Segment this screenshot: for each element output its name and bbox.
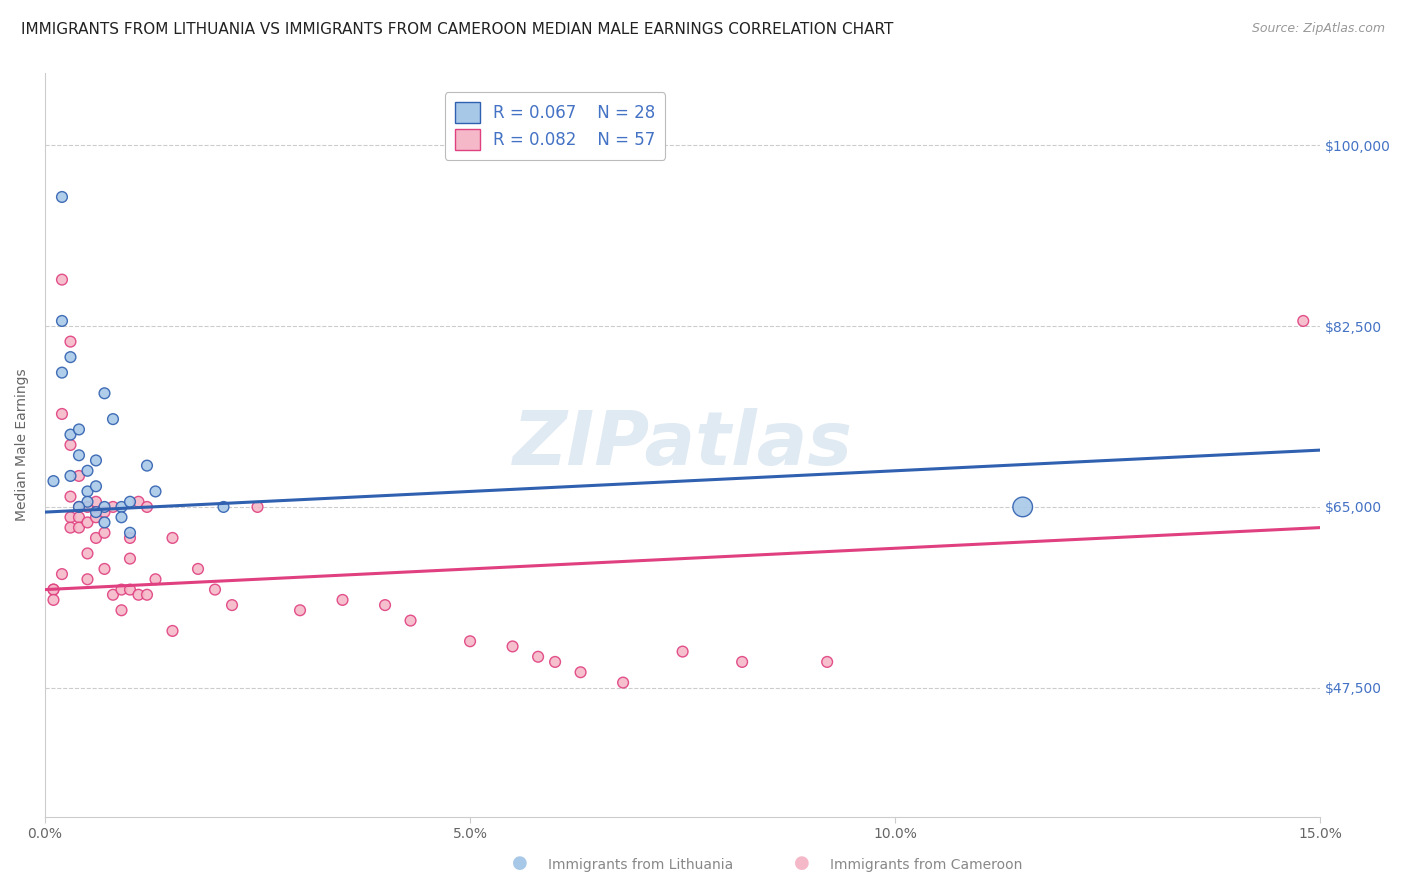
Point (612, 675, 634, 690)
Text: ●: ● (793, 855, 810, 872)
Point (42, 582, 65, 597)
Point (136, 458, 159, 473)
Point (118, 531, 141, 545)
Point (93, 516, 115, 530)
Point (67, 469, 90, 483)
Point (221, 598, 243, 612)
Point (93, 505, 115, 519)
Point (51, 407, 73, 421)
Point (51, 272, 73, 286)
Text: Source: ZipAtlas.com: Source: ZipAtlas.com (1251, 22, 1385, 36)
Point (815, 655, 838, 669)
Point (212, 500, 235, 514)
Point (731, 655, 754, 669)
Point (93, 500, 115, 514)
Point (67, 510, 90, 524)
Point (59, 427, 82, 442)
Point (59, 350, 82, 364)
Point (59, 520, 82, 534)
Point (101, 588, 124, 602)
Point (67, 500, 90, 514)
Point (84, 453, 107, 467)
Point (110, 603, 132, 617)
Point (51, 190, 73, 204)
Point (84, 531, 107, 545)
Point (101, 412, 124, 426)
Point (76, 546, 98, 560)
Point (93, 562, 115, 576)
Point (76, 572, 98, 586)
Point (332, 593, 354, 607)
Point (527, 649, 550, 664)
Point (118, 495, 141, 509)
Text: Immigrants from Cameroon: Immigrants from Cameroon (830, 858, 1022, 872)
Point (136, 500, 159, 514)
Point (162, 531, 184, 545)
Point (59, 469, 82, 483)
Point (76, 484, 98, 499)
Point (67, 448, 90, 462)
Point (110, 582, 132, 597)
Point (128, 495, 150, 509)
Point (118, 525, 141, 540)
Point (544, 655, 567, 669)
Point (399, 614, 422, 628)
Point (84, 510, 107, 524)
Point (136, 588, 159, 602)
Point (42, 593, 65, 607)
Point (51, 567, 73, 582)
Point (162, 624, 184, 638)
Point (569, 665, 592, 680)
Point (672, 644, 695, 658)
Point (42, 474, 65, 488)
Point (288, 603, 311, 617)
Point (67, 520, 90, 534)
Point (502, 640, 524, 654)
Point (59, 510, 82, 524)
Text: IMMIGRANTS FROM LITHUANIA VS IMMIGRANTS FROM CAMEROON MEDIAN MALE EARNINGS CORRE: IMMIGRANTS FROM LITHUANIA VS IMMIGRANTS … (21, 22, 893, 37)
Point (84, 505, 107, 519)
Point (59, 490, 82, 504)
Point (51, 314, 73, 328)
Point (458, 634, 481, 648)
Point (84, 495, 107, 509)
Point (118, 551, 141, 566)
Point (76, 516, 98, 530)
Point (93, 386, 115, 401)
Point (110, 510, 132, 524)
Text: Immigrants from Lithuania: Immigrants from Lithuania (548, 858, 734, 872)
Point (59, 334, 82, 349)
Point (76, 500, 98, 514)
Point (118, 582, 141, 597)
Point (128, 588, 150, 602)
Point (101, 500, 124, 514)
Point (204, 582, 226, 597)
Point (59, 438, 82, 452)
Point (1011, 500, 1033, 514)
Y-axis label: Median Male Earnings: Median Male Earnings (15, 368, 30, 521)
Point (145, 484, 167, 499)
Point (246, 500, 269, 514)
Point (42, 582, 65, 597)
Point (51, 366, 73, 380)
Legend: R = 0.067    N = 28, R = 0.082    N = 57: R = 0.067 N = 28, R = 0.082 N = 57 (444, 93, 665, 160)
Point (67, 422, 90, 436)
Point (76, 495, 98, 509)
Text: ZIPatlas: ZIPatlas (513, 409, 852, 482)
Point (67, 500, 90, 514)
Point (374, 598, 396, 612)
Point (187, 562, 209, 576)
Point (110, 500, 132, 514)
Point (76, 464, 98, 478)
Text: ●: ● (512, 855, 529, 872)
Point (93, 525, 115, 540)
Point (1292, 314, 1315, 328)
Point (145, 572, 167, 586)
Point (84, 479, 107, 493)
